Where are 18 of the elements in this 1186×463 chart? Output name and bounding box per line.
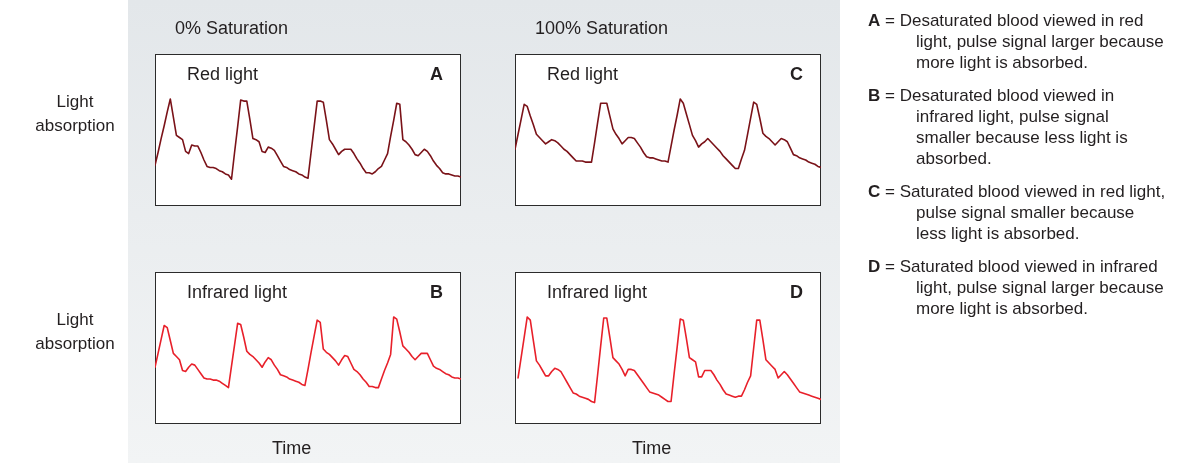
x-axis-title: Time bbox=[272, 438, 312, 459]
chart-title: 100% Saturation bbox=[535, 18, 669, 39]
chart-title: 0% Saturation bbox=[175, 18, 289, 39]
text: D = Saturated blood viewed in infrared light, pulse signal larger because more light is absorbed. bbox=[868, 256, 1165, 319]
text: D bbox=[790, 282, 803, 302]
y-axis-title: Light absorption bbox=[34, 91, 116, 137]
y-axis-title: Light absorption bbox=[34, 309, 116, 355]
text: B bbox=[430, 282, 443, 302]
text: B = Desaturated blood viewed in infrared light, pulse signal smaller because less light is absorbed. bbox=[868, 85, 1129, 169]
chart-subtitle: Infrared light bbox=[187, 282, 288, 302]
text: A bbox=[430, 64, 443, 84]
text: C = Saturated blood viewed in red light, pulse signal smaller because less light is absorbed. bbox=[868, 181, 1167, 244]
chart-subtitle: Red light bbox=[547, 64, 619, 84]
chart-subtitle: Infrared light bbox=[547, 282, 648, 302]
text: C bbox=[790, 64, 803, 84]
x-axis-title: Time bbox=[632, 438, 672, 459]
text: A = Desaturated blood viewed in red light, pulse signal larger because more light is absorbed. bbox=[868, 10, 1165, 73]
chart-subtitle: Red light bbox=[187, 64, 259, 84]
